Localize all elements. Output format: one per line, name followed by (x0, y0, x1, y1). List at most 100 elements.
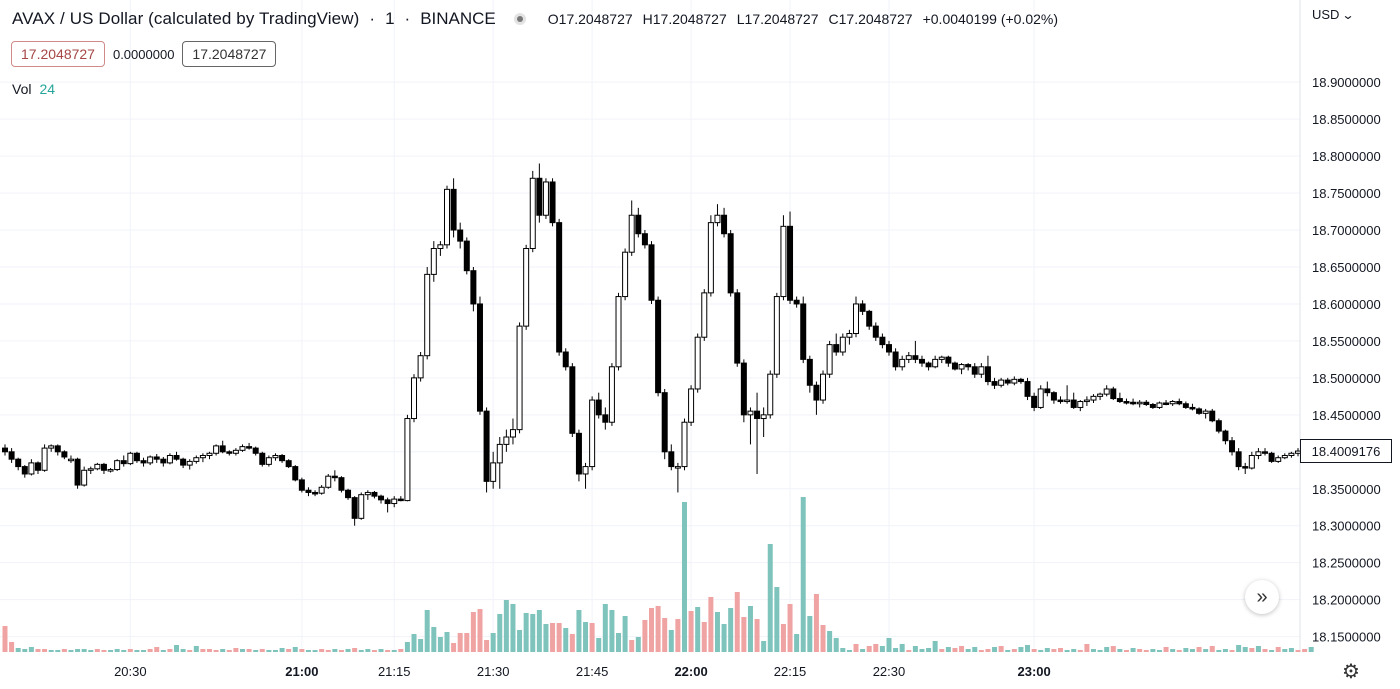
volume-bar (1229, 650, 1235, 652)
volume-bar (1044, 648, 1050, 652)
candle-body (622, 251, 629, 298)
candle-body (661, 392, 668, 453)
volume-bar (497, 614, 503, 652)
volume-bar (840, 648, 846, 652)
volume-bar (649, 608, 654, 652)
candle-body (318, 486, 325, 494)
candle-body (1235, 451, 1242, 468)
volume-bar (992, 647, 998, 652)
volume-bar (873, 644, 879, 652)
candle-body (1275, 457, 1282, 462)
candle-body (582, 466, 589, 475)
volume-bar (48, 650, 54, 652)
volume-bar (794, 634, 800, 652)
candle-body (958, 364, 965, 370)
candle-body (773, 296, 780, 375)
volume-bar (378, 649, 384, 652)
ohlc-change: +0.0040199 (+0.02%) (922, 11, 1059, 27)
candle-body (239, 446, 246, 451)
candle-body (81, 469, 88, 486)
volume-label[interactable]: Vol (12, 81, 32, 97)
candle-body (312, 491, 319, 495)
candle-body (226, 451, 233, 454)
volume-bar (81, 649, 87, 652)
volume-bar (239, 649, 245, 652)
candle-body (707, 222, 714, 294)
volume-bar (1150, 649, 1156, 652)
volume-bar (906, 650, 912, 652)
candle-body (391, 498, 398, 505)
candle-body (1123, 401, 1130, 404)
candle-body (1242, 466, 1249, 469)
interval-label[interactable]: 1 (385, 9, 395, 28)
scroll-to-realtime-button[interactable]: » (1245, 580, 1279, 614)
volume-bar (68, 650, 74, 652)
volume-bar (662, 618, 668, 652)
volume-bar (114, 649, 120, 652)
candle-body (61, 451, 68, 458)
volume-bar (1183, 648, 1189, 652)
volume-bar (226, 650, 232, 652)
candle-body (100, 463, 107, 471)
volume-bar (259, 649, 265, 652)
volume-bar (675, 619, 681, 652)
volume-bar (1064, 650, 1070, 652)
volume-bar (853, 644, 859, 652)
volume-bar (985, 649, 991, 652)
exchange-label[interactable]: BINANCE (420, 9, 496, 28)
candle-body (701, 292, 708, 338)
volume-bar (418, 639, 424, 652)
volume-bar (530, 614, 536, 652)
candle-body (1017, 378, 1024, 383)
candle-body (833, 344, 840, 353)
candle-body (437, 244, 444, 250)
candle-body (918, 358, 925, 364)
volume-bar (596, 638, 602, 652)
candle-body (615, 296, 622, 368)
volume-bar (22, 649, 28, 652)
volume-bar (121, 650, 127, 652)
chart-settings-button[interactable]: ⚙ (1340, 660, 1362, 683)
volume-bar (681, 502, 687, 652)
volume-bar (899, 644, 905, 652)
volume-bar (734, 592, 740, 652)
volume-bar (1011, 649, 1017, 652)
volume-bar (61, 649, 67, 652)
candle-body (2, 447, 8, 453)
volume-bar (299, 649, 305, 652)
candle-body (67, 458, 74, 462)
symbol-title[interactable]: AVAX / US Dollar (calculated by TradingV… (12, 9, 360, 28)
candle-body (246, 446, 253, 449)
volume-bar (1216, 650, 1222, 652)
candle-body (259, 452, 266, 465)
candle-body (404, 418, 411, 502)
volume-bar (1275, 647, 1281, 652)
volume-bar (292, 647, 298, 652)
volume-bar (807, 616, 813, 652)
y-tick-label: 18.7000000 (1312, 223, 1381, 238)
volume-bar (94, 649, 100, 652)
candle-body (885, 344, 892, 353)
currency-dropdown[interactable]: USD ⌄ (1312, 7, 1355, 22)
candle-body (1110, 388, 1117, 400)
candle-body (160, 458, 167, 464)
candle-body (430, 248, 437, 275)
volume-bar (517, 630, 523, 652)
candle-body (1116, 398, 1123, 403)
volume-bar (352, 648, 358, 652)
ask-price-box[interactable]: 17.2048727 (182, 41, 277, 67)
candle-body (905, 355, 912, 360)
volume-bar (108, 650, 114, 652)
volume-bar (609, 610, 615, 652)
volume-bar (972, 647, 978, 652)
candle-body (589, 399, 596, 468)
volume-bar (134, 650, 140, 652)
volume-bar (371, 650, 377, 652)
candle-body (1248, 454, 1255, 469)
volume-bar (556, 623, 562, 652)
candle-body (120, 460, 127, 465)
bid-price-box[interactable]: 17.2048727 (11, 41, 105, 67)
volume-bar (1295, 650, 1301, 652)
y-tick-label: 18.8500000 (1312, 112, 1381, 127)
